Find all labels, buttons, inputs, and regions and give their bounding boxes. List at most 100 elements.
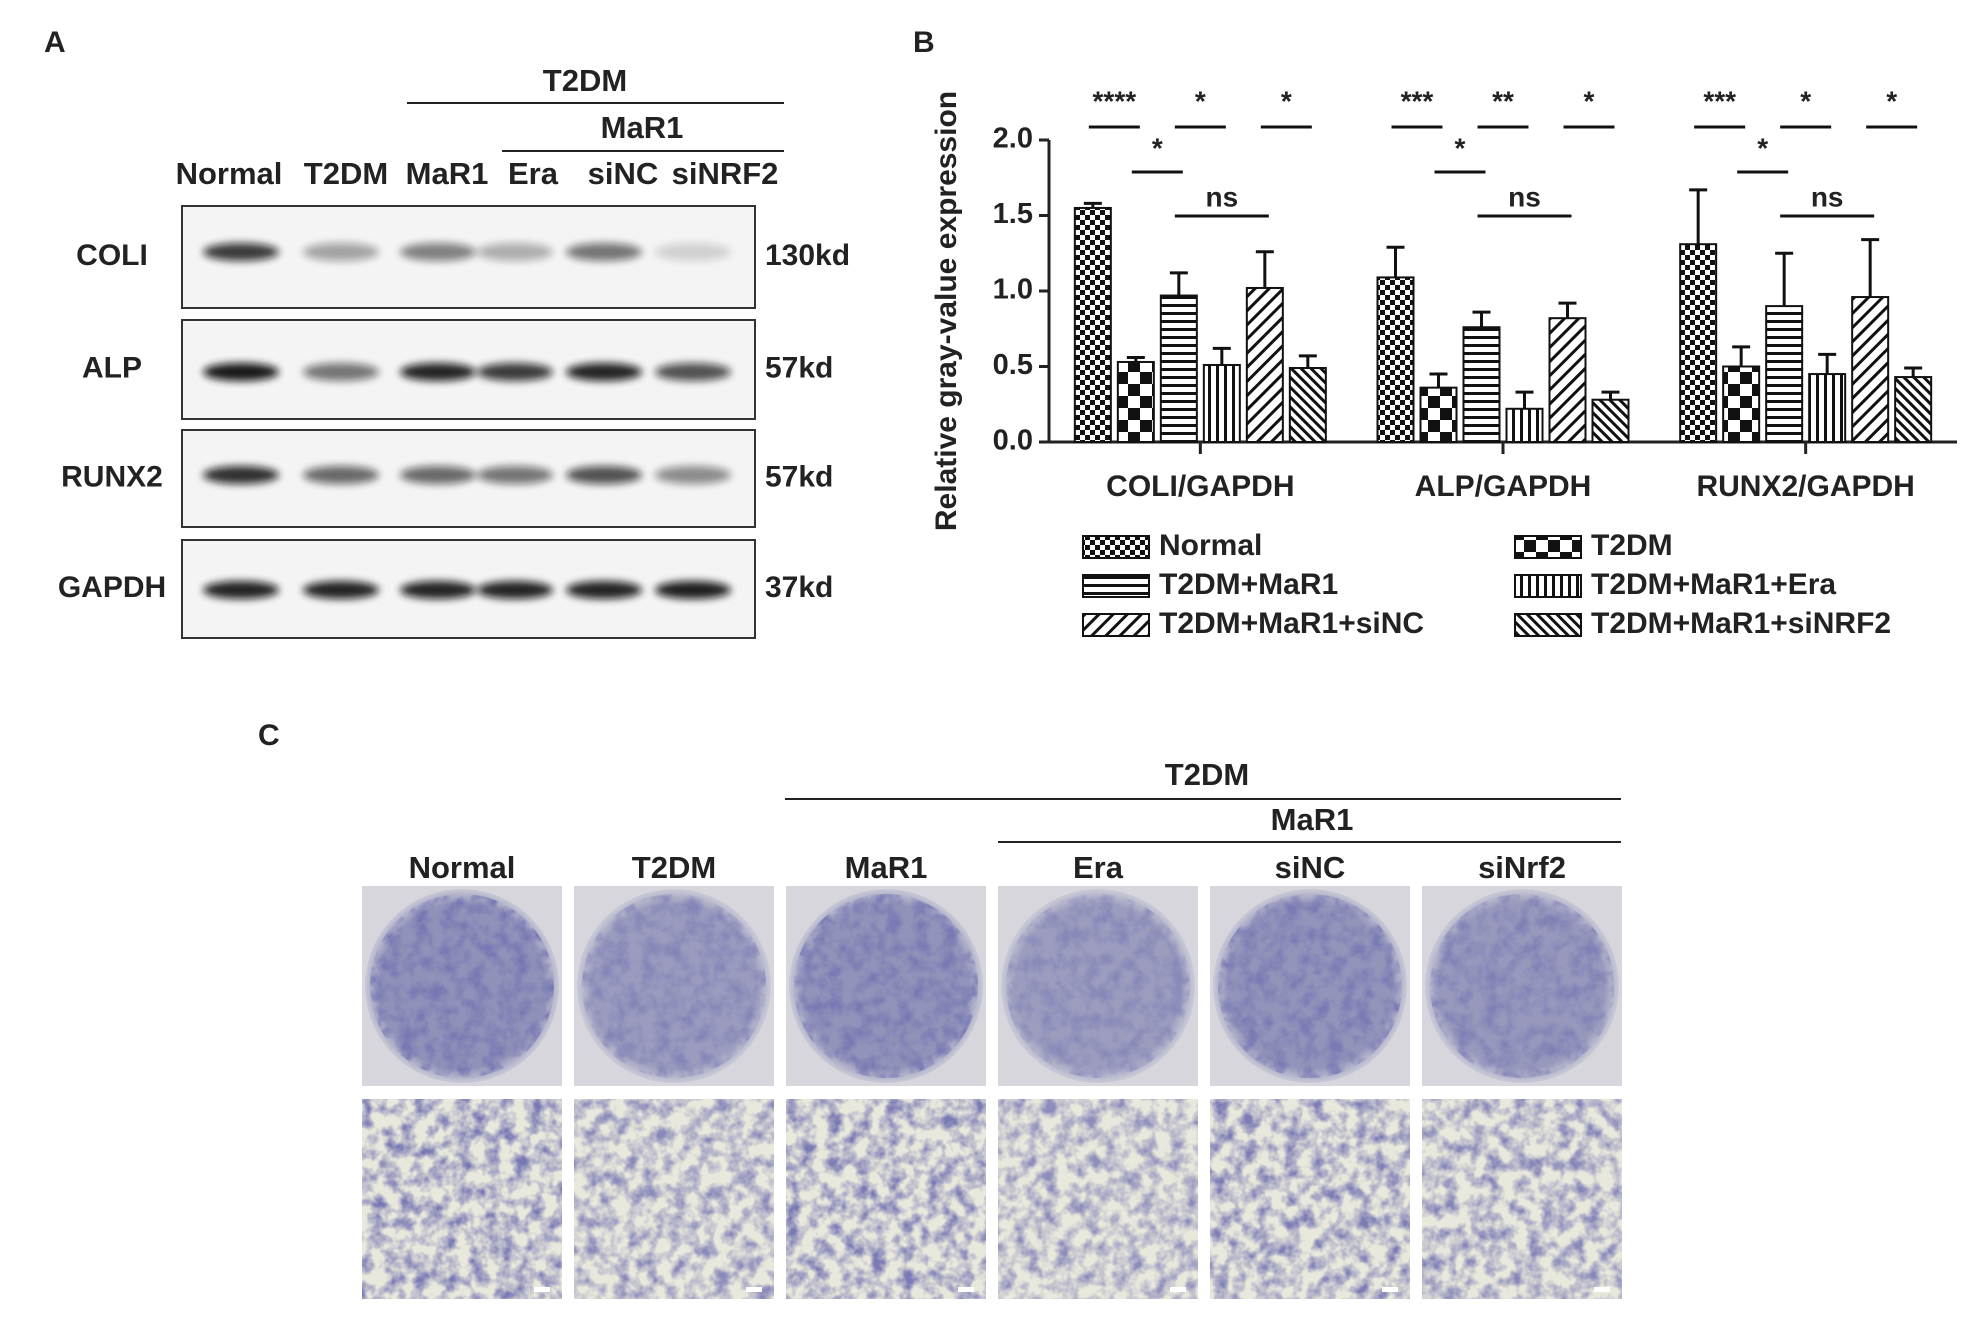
legend-label: T2DM+MaR1+siNRF2 xyxy=(1591,607,1891,640)
significance-label: * xyxy=(1800,85,1811,116)
blot-band xyxy=(203,466,279,484)
error-bar xyxy=(1255,250,1274,288)
y-tick-label: 1.0 xyxy=(993,274,1033,306)
blot-band xyxy=(655,243,731,261)
significance-label: *** xyxy=(1703,85,1736,116)
error-bar xyxy=(1818,352,1837,375)
scale-bar xyxy=(746,1287,762,1292)
bar xyxy=(1376,276,1415,443)
blot-band xyxy=(566,243,642,261)
significance-label: ns xyxy=(1508,181,1541,212)
protein-label: ALP xyxy=(82,351,142,384)
subgroup-header: MaR1 xyxy=(1271,802,1354,837)
column-label: Era xyxy=(1073,850,1124,885)
error-bar xyxy=(1861,238,1880,298)
bar xyxy=(1073,206,1112,443)
bar xyxy=(1288,367,1327,444)
micrograph-stain xyxy=(786,1099,986,1299)
size-label: 57kd xyxy=(765,460,833,493)
blot-band xyxy=(400,243,476,261)
column-label: T2DM xyxy=(632,850,716,885)
y-tick-label: 2.0 xyxy=(993,123,1033,155)
size-label: 130kd xyxy=(765,239,850,272)
group-header: T2DM xyxy=(1165,757,1249,792)
dish-stain xyxy=(1218,894,1402,1078)
column-label: siNrf2 xyxy=(1478,850,1566,885)
error-bar xyxy=(1732,345,1751,367)
dish-stain xyxy=(794,894,978,1078)
lane-label: siNC xyxy=(588,156,659,191)
blot-band xyxy=(203,243,279,261)
blot-band xyxy=(303,581,379,599)
bar xyxy=(1765,305,1804,443)
scale-bar xyxy=(534,1287,550,1292)
bar xyxy=(1591,398,1630,443)
bar xyxy=(1505,407,1544,443)
protein-label: COLI xyxy=(76,239,148,272)
blot-band xyxy=(477,363,553,381)
bar xyxy=(1808,373,1847,443)
blot-band xyxy=(303,466,379,484)
blot-band xyxy=(566,466,642,484)
error-bar xyxy=(1298,354,1317,369)
legend-swatch xyxy=(1082,574,1150,598)
blot-band xyxy=(655,363,731,381)
x-tick-label: RUNX2/GAPDH xyxy=(1696,470,1914,503)
bar xyxy=(1462,326,1501,443)
legend-label: Normal xyxy=(1159,529,1262,562)
micrograph-stain xyxy=(362,1099,562,1299)
micrograph-stain xyxy=(1210,1099,1410,1299)
blot-band xyxy=(477,466,553,484)
error-bar xyxy=(1601,390,1620,400)
protein-label: GAPDH xyxy=(58,571,166,604)
scale-bar xyxy=(958,1287,974,1292)
error-bar xyxy=(1472,310,1491,328)
significance-label: * xyxy=(1455,132,1466,163)
blot-band xyxy=(203,363,279,381)
subgroup-header: MaR1 xyxy=(601,110,684,145)
error-bar xyxy=(1689,188,1708,245)
blot-band xyxy=(655,581,731,599)
significance-label: * xyxy=(1584,85,1595,116)
blot-band xyxy=(655,466,731,484)
blot-band xyxy=(400,581,476,599)
bar xyxy=(1851,296,1890,444)
error-bar xyxy=(1386,245,1405,278)
bar xyxy=(1159,294,1198,443)
significance-label: **** xyxy=(1093,85,1137,116)
bar xyxy=(1419,386,1458,444)
legend-label: T2DM xyxy=(1591,529,1673,562)
panel-label: A xyxy=(44,26,66,59)
dish-stain xyxy=(1430,894,1614,1078)
x-tick-label: COLI/GAPDH xyxy=(1106,470,1294,503)
micrograph-stain xyxy=(1422,1099,1622,1299)
scale-bar xyxy=(1382,1287,1398,1292)
bar xyxy=(1679,243,1718,443)
lane-label: Normal xyxy=(176,156,283,191)
lane-label: Era xyxy=(508,156,559,191)
blot-band xyxy=(400,363,476,381)
size-label: 57kd xyxy=(765,351,833,384)
blot-band xyxy=(566,363,642,381)
legend-swatch xyxy=(1514,613,1582,637)
legend-swatch xyxy=(1514,535,1582,559)
group-header: T2DM xyxy=(543,63,627,98)
y-axis-label: Relative gray-value expression xyxy=(930,91,963,531)
bar xyxy=(1116,360,1155,443)
blot-band xyxy=(477,581,553,599)
blot-band xyxy=(303,363,379,381)
x-tick-label: ALP/GAPDH xyxy=(1415,470,1592,503)
error-bar xyxy=(1775,251,1794,307)
legend-swatch xyxy=(1514,574,1582,598)
scale-bar xyxy=(1170,1287,1186,1292)
error-bar xyxy=(1904,366,1923,378)
blot-band xyxy=(303,243,379,261)
significance-label: * xyxy=(1886,85,1897,116)
legend-swatch xyxy=(1082,535,1150,559)
significance-label: ** xyxy=(1492,85,1514,116)
error-bar xyxy=(1558,301,1577,319)
bar xyxy=(1722,365,1761,443)
error-bar xyxy=(1212,346,1231,365)
significance-label: * xyxy=(1281,85,1292,116)
